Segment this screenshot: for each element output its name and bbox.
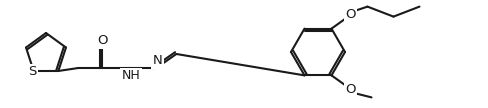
Text: O: O — [345, 8, 356, 21]
Text: N: N — [152, 55, 162, 68]
Text: NH: NH — [122, 69, 141, 83]
Text: S: S — [28, 65, 37, 79]
Text: O: O — [345, 83, 356, 96]
Text: O: O — [97, 34, 107, 48]
